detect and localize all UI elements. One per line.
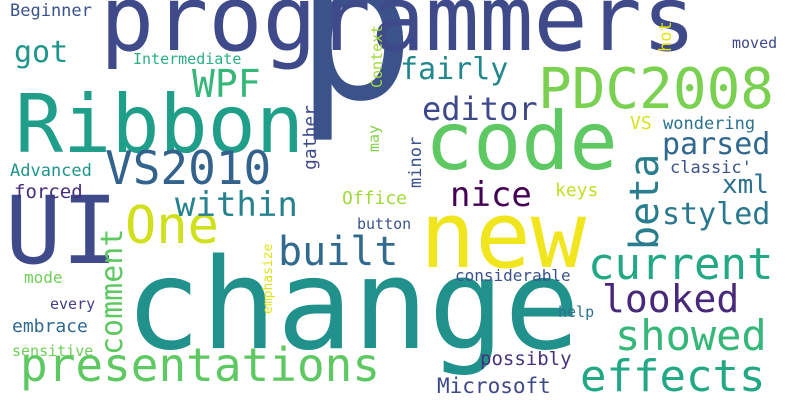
cloud-word-programmers: programmers	[100, 0, 697, 72]
cloud-word-built: built	[278, 229, 399, 275]
cloud-word-moved: moved	[732, 34, 778, 52]
cloud-word-comment: comment	[95, 228, 130, 355]
cloud-word-within: within	[175, 185, 298, 225]
cloud-word-showed: showed	[615, 311, 767, 360]
cloud-word-beta: beta	[622, 153, 668, 250]
cloud-word-change: change	[125, 231, 581, 378]
cloud-word-intermediate: Intermediate	[133, 50, 242, 68]
cloud-word-nice: nice	[450, 175, 532, 215]
cloud-word-embrace: embrace	[12, 316, 88, 337]
cloud-word-mode: mode	[24, 268, 63, 287]
cloud-word-fairly: fairly	[400, 52, 509, 87]
cloud-word-minor: minor	[406, 136, 426, 188]
cloud-word-ribbon: Ribbon	[15, 78, 304, 171]
cloud-word-microsoft: Microsoft	[437, 374, 551, 398]
cloud-word-emphasize: emphasize	[261, 243, 276, 314]
cloud-word-code: code	[425, 95, 618, 188]
cloud-word-may: may	[365, 124, 383, 152]
cloud-word-editor: editor	[422, 90, 538, 128]
cloud-word-gather: gather	[300, 104, 321, 170]
cloud-word-pdc2008: PDC2008	[538, 57, 775, 122]
cloud-word-beginner: Beginner	[10, 1, 92, 21]
cloud-word-presentations: presentations	[20, 338, 381, 392]
cloud-word-possibly: possibly	[480, 348, 572, 370]
cloud-word-p: p	[295, 0, 416, 146]
cloud-word-vs2010: VS2010	[105, 141, 272, 195]
cloud-word-help: help	[558, 303, 595, 321]
cloud-word-button: button	[357, 215, 412, 233]
cloud-word-ui: UI	[5, 177, 119, 286]
cloud-word-office: Office	[342, 188, 408, 209]
cloud-word-one: One	[125, 196, 219, 256]
cloud-word-looked: looked	[602, 277, 740, 321]
cloud-word-current: current	[588, 239, 774, 290]
cloud-word-forced: forced	[14, 181, 83, 203]
cloud-word-got: got	[14, 35, 69, 70]
cloud-word-sensitive: sensitive	[12, 342, 94, 360]
cloud-word-context: Context	[368, 24, 386, 88]
cloud-word-classic: classic'	[670, 158, 752, 178]
cloud-word-every: every	[50, 295, 96, 313]
cloud-word-advanced: Advanced	[10, 161, 92, 181]
cloud-word-parsed: parsed	[662, 127, 771, 162]
cloud-word-effects: effects	[580, 351, 766, 400]
cloud-word-wondering: wondering	[663, 114, 756, 134]
cloud-word-wpf: WPF	[192, 62, 261, 106]
cloud-word-considerable: considerable	[455, 266, 571, 285]
cloud-word-xml: xml	[722, 170, 769, 200]
cloud-word-new: new	[420, 182, 587, 289]
cloud-word-vs: VS	[630, 113, 652, 134]
cloud-word-keys: keys	[555, 180, 599, 201]
cloud-word-hot: hot	[656, 21, 676, 52]
cloud-word-styled: styled	[662, 197, 771, 232]
